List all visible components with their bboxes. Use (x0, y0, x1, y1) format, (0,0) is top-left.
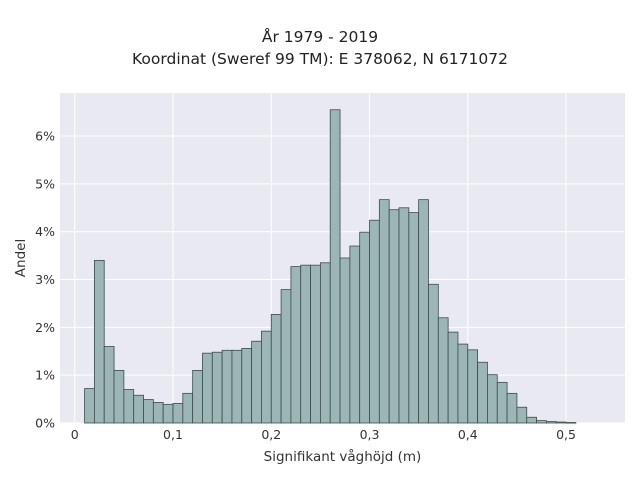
x-tick-label: 0,1 (163, 427, 183, 442)
histogram-bar (280, 289, 292, 424)
histogram-bar (536, 420, 547, 424)
y-tick-label: 2% (35, 320, 55, 335)
chart-subtitle: Koordinat (Sweref 99 TM): E 378062, N 61… (132, 50, 508, 68)
x-tick-label: 0,5 (556, 427, 576, 442)
histogram-bar (319, 262, 331, 424)
histogram-bar (300, 264, 311, 424)
histogram-bar (408, 212, 420, 424)
histogram-bar (192, 369, 203, 424)
histogram-bar (241, 347, 253, 424)
histogram-bar (211, 351, 223, 424)
histogram-bar (152, 402, 164, 424)
histogram-bar (477, 361, 488, 424)
histogram-bar (84, 388, 95, 424)
histogram-bar (487, 374, 498, 424)
histogram-bar (290, 266, 302, 424)
y-tick-label: 0% (35, 416, 55, 431)
histogram-bar (143, 399, 154, 424)
histogram-bar (221, 349, 233, 424)
histogram-bar (457, 343, 469, 424)
histogram-bar (182, 392, 194, 424)
histogram-bar (516, 406, 528, 424)
histogram-bar (329, 109, 341, 424)
histogram-bar (388, 209, 400, 424)
histogram-bar (506, 392, 518, 424)
histogram-bar (418, 199, 429, 424)
histogram-bar (113, 369, 125, 424)
y-tick-label: 5% (35, 176, 55, 191)
histogram-bar (378, 199, 390, 424)
histogram-bar (251, 340, 262, 424)
histogram-bar (526, 416, 537, 424)
histogram-bar (565, 422, 577, 424)
x-tick-label: 0,4 (458, 427, 478, 442)
y-axis-label: Andel (13, 239, 29, 277)
histogram-bar (369, 219, 380, 424)
chart-title: År 1979 - 2019 (261, 28, 379, 46)
y-tick-label: 1% (35, 368, 55, 383)
histogram-bar (428, 283, 439, 424)
histogram-bar (202, 352, 213, 424)
x-tick-label: 0 (71, 427, 79, 442)
histogram-bar (467, 349, 479, 424)
histogram-bar (270, 314, 282, 424)
histogram-bar (447, 331, 459, 424)
histogram-bar (545, 421, 557, 424)
histogram-bar (93, 259, 105, 424)
x-axis-label: Signifikant våghöjd (m) (264, 448, 422, 465)
histogram-bar (339, 257, 351, 424)
histogram-bar (162, 403, 174, 424)
histogram-bar (398, 207, 410, 424)
histogram-bar (555, 421, 567, 424)
histogram-bar (310, 264, 321, 424)
x-tick-label: 0,2 (261, 427, 281, 442)
y-tick-label: 6% (35, 129, 55, 144)
histogram-bar (349, 245, 361, 424)
histogram-bar (261, 330, 272, 424)
histogram-bar (103, 346, 115, 424)
histogram-bar (496, 381, 508, 424)
x-tick-label: 0,3 (360, 427, 380, 442)
histogram-bar (133, 394, 144, 424)
histogram-bar (123, 389, 135, 424)
histogram-bar (231, 349, 243, 424)
y-tick-label: 3% (35, 272, 55, 287)
histogram-bar (359, 231, 370, 424)
histogram-bar (437, 317, 449, 424)
histogram-bar (172, 402, 184, 424)
y-tick-label: 4% (35, 224, 55, 239)
